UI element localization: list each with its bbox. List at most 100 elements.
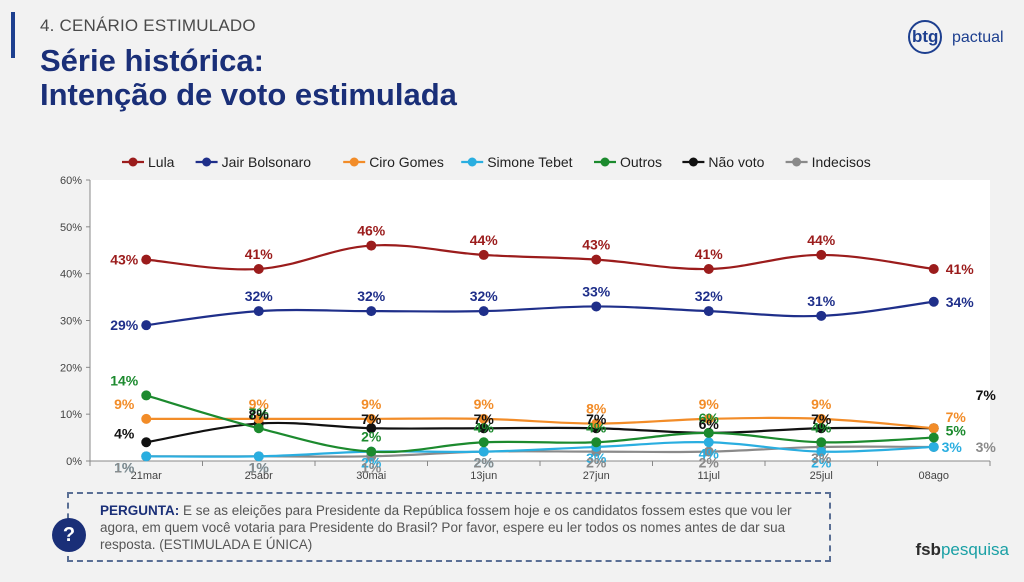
question-text: PERGUNTA: E se as eleições para Presiden… <box>100 502 822 553</box>
x-tick-label: 30mai <box>356 470 386 482</box>
point-outros <box>928 432 939 443</box>
point-simone-tebet <box>478 446 489 457</box>
legend-label-ciro-gomes: Ciro Gomes <box>369 154 444 170</box>
point-nao-voto <box>141 437 152 448</box>
data-label-jair-bolsonaro: 32% <box>245 288 274 304</box>
data-label-nao-voto: 7% <box>811 411 832 427</box>
data-label-outros: 6% <box>699 410 720 426</box>
series-line-jair-bolsonaro <box>146 300 934 327</box>
x-tick-label: 08ago <box>918 470 949 482</box>
point-nao-voto <box>478 423 489 434</box>
point-ciro-gomes <box>591 418 602 429</box>
point-jair-bolsonaro <box>478 306 489 317</box>
point-lula <box>703 263 714 274</box>
data-label-lula: 41% <box>695 246 724 262</box>
data-label-simone-tebet: 1% <box>114 459 135 475</box>
data-label-outros: 4% <box>811 419 832 435</box>
data-label-indecisos: 2% <box>474 455 495 471</box>
data-label-simone-tebet: 2% <box>361 455 382 471</box>
point-lula <box>141 254 152 265</box>
point-lula <box>253 263 264 274</box>
point-outros <box>591 437 602 448</box>
data-label-outros: 14% <box>110 372 139 388</box>
data-label-nao-voto: 7% <box>474 411 495 427</box>
data-label-ciro-gomes: 9% <box>249 396 270 412</box>
point-jair-bolsonaro <box>591 301 602 312</box>
section-label: 4. CENÁRIO ESTIMULADO <box>40 16 256 35</box>
question-body: E se as eleições para Presidente da Repú… <box>100 503 792 552</box>
legend-marker-lula <box>128 157 138 167</box>
data-label-jair-bolsonaro: 31% <box>807 293 836 309</box>
fsb-pesquisa-logo: fsbpesquisa <box>915 540 1009 560</box>
data-label-indecisos: 3% <box>811 450 832 466</box>
data-label-nao-voto: 6% <box>699 416 720 432</box>
data-label-simone-tebet: 2% <box>474 455 495 471</box>
point-nao-voto <box>366 423 377 434</box>
data-label-outros: 7% <box>249 405 270 421</box>
x-tick-label: 25jul <box>810 470 833 482</box>
point-jair-bolsonaro <box>816 310 827 321</box>
series-line-simone-tebet <box>146 441 934 458</box>
point-lula <box>816 249 827 260</box>
logo-pactual-text: pactual <box>952 29 1004 46</box>
y-tick-label: 20% <box>60 362 82 374</box>
data-label-ciro-gomes: 9% <box>114 396 135 412</box>
data-label-lula: 46% <box>357 223 386 239</box>
data-label-outros: 2% <box>361 429 382 445</box>
data-label-ciro-gomes: 8% <box>586 401 607 417</box>
data-label-nao-voto: 7% <box>976 387 997 403</box>
data-label-jair-bolsonaro: 32% <box>357 288 386 304</box>
y-tick-label: 0% <box>66 456 82 468</box>
point-ciro-gomes <box>928 423 939 434</box>
data-label-nao-voto: 7% <box>361 411 382 427</box>
point-simone-tebet <box>141 451 152 462</box>
point-simone-tebet <box>703 437 714 448</box>
data-label-ciro-gomes: 7% <box>946 409 967 425</box>
series-line-lula <box>146 244 934 271</box>
data-label-lula: 43% <box>582 237 611 253</box>
point-simone-tebet <box>253 451 264 462</box>
title-line-1: Série histórica: <box>40 43 264 78</box>
series-line-outros <box>145 394 934 454</box>
btg-pactual-logo: btg pactual <box>908 20 1014 56</box>
legend-label-lula: Lula <box>148 154 175 170</box>
data-label-ciro-gomes: 9% <box>811 396 832 412</box>
point-lula <box>591 254 602 265</box>
pesquisa-brand: pesquisa <box>940 540 1009 559</box>
point-jair-bolsonaro <box>928 296 939 307</box>
data-label-jair-bolsonaro: 29% <box>110 317 139 333</box>
series-line-nao-voto <box>146 421 934 444</box>
data-label-lula: 41% <box>946 261 975 277</box>
logo-btg-text: btg <box>912 27 939 46</box>
data-label-nao-voto: 8% <box>249 407 270 423</box>
point-outros <box>253 423 264 434</box>
data-label-simone-tebet: 1% <box>249 459 270 475</box>
point-simone-tebet <box>816 446 827 457</box>
fsb-brand: fsb <box>915 540 941 559</box>
point-ciro-gomes <box>478 413 489 424</box>
title-line-2: Intenção de voto estimulada <box>40 77 457 112</box>
data-label-indecisos: 3% <box>976 439 997 455</box>
point-lula <box>928 263 939 274</box>
data-label-jair-bolsonaro: 32% <box>470 288 499 304</box>
data-label-simone-tebet: 2% <box>811 455 832 471</box>
question-icon: ? <box>52 518 86 552</box>
legend-label-indecisos: Indecisos <box>812 154 871 170</box>
data-label-simone-tebet: 4% <box>699 445 720 461</box>
point-lula <box>478 249 489 260</box>
data-label-simone-tebet: 3% <box>586 450 607 466</box>
data-label-jair-bolsonaro: 33% <box>582 283 611 299</box>
legend-marker-indecisos <box>792 157 802 167</box>
x-tick-label: 27jun <box>583 470 610 482</box>
data-label-lula: 44% <box>470 232 499 248</box>
data-label-jair-bolsonaro: 32% <box>695 288 724 304</box>
y-tick-label: 40% <box>60 269 82 281</box>
legend-label-simone-tebet: Simone Tebet <box>487 154 572 170</box>
y-tick-label: 60% <box>60 175 82 187</box>
question-label: PERGUNTA: <box>100 503 180 518</box>
legend-marker-outros <box>600 157 610 167</box>
accent-bar <box>11 12 15 58</box>
point-outros <box>141 390 152 401</box>
voting-intention-chart: 0% 10% 20% 30% 40% 50% 60% 21mar 25abr 30mai 13jun… <box>60 154 997 482</box>
point-outros <box>816 437 827 448</box>
